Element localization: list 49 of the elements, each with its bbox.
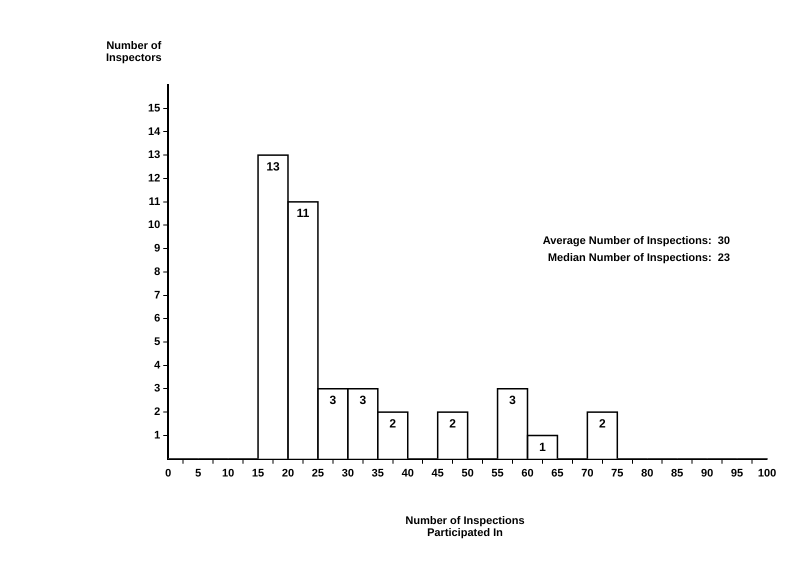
data-label: 3 xyxy=(330,393,337,408)
x-tick-label: 50 xyxy=(461,467,474,480)
y-tick-label: 10 xyxy=(148,219,160,232)
y-tick-label: 2 xyxy=(154,406,160,418)
y-tick-label: 15 xyxy=(148,102,160,114)
x-tick-label: 80 xyxy=(641,467,654,480)
y-tick-label: 3 xyxy=(154,382,160,395)
x-tick-label: 45 xyxy=(432,467,444,480)
data-label: 3 xyxy=(359,393,366,408)
y-tick-label: 5 xyxy=(154,336,160,348)
y-tick-label: 1 xyxy=(154,429,160,442)
data-label: 2 xyxy=(598,416,606,430)
x-tick-label: 65 xyxy=(551,467,564,480)
x-tick-label: 90 xyxy=(701,467,714,480)
annotation: Average Number of Inspections: 30 xyxy=(542,235,730,247)
x-tick-label: 100 xyxy=(758,467,776,480)
x-tick-label: 60 xyxy=(521,467,534,480)
data-label: 2 xyxy=(449,416,456,430)
x-tick-label: 10 xyxy=(222,467,234,480)
x-tick-label: 20 xyxy=(282,467,294,480)
y-axis-title: Number of Inspectors xyxy=(106,40,162,64)
x-tick-label: 35 xyxy=(372,467,384,480)
annotation: Median Number of Inspections: 23 xyxy=(548,252,730,264)
y-tick-label: 14 xyxy=(148,126,162,138)
y-tick-label: 12 xyxy=(148,172,160,184)
data-label: 2 xyxy=(389,416,396,430)
x-tick-label: 85 xyxy=(671,467,684,480)
y-tick-label: 8 xyxy=(154,266,160,278)
x-tick-label: 70 xyxy=(581,467,594,480)
x-tick-label: 40 xyxy=(402,467,414,480)
x-axis-title: Number of Inspections Participated In xyxy=(404,515,526,539)
data-label: 11 xyxy=(296,206,310,220)
data-label: 3 xyxy=(509,393,516,408)
y-tick-label: 11 xyxy=(148,196,160,208)
x-tick-label: 5 xyxy=(195,467,202,480)
y-tick-label: 9 xyxy=(154,242,160,255)
x-tick-label: 25 xyxy=(312,467,324,480)
x-tick-label: 95 xyxy=(730,467,744,480)
x-tick-label: 0 xyxy=(165,467,172,480)
y-tick-label: 6 xyxy=(154,312,160,325)
y-tick-label: 13 xyxy=(148,149,160,162)
x-tick-label: 30 xyxy=(342,467,354,480)
y-tick-label: 7 xyxy=(154,289,160,302)
x-tick-label: 75 xyxy=(611,467,624,480)
y-tick-label: 4 xyxy=(154,359,162,372)
x-tick-label: 55 xyxy=(491,467,504,480)
data-label: 13 xyxy=(266,159,280,174)
x-tick-label: 15 xyxy=(252,467,264,480)
data-label: 1 xyxy=(539,440,546,454)
